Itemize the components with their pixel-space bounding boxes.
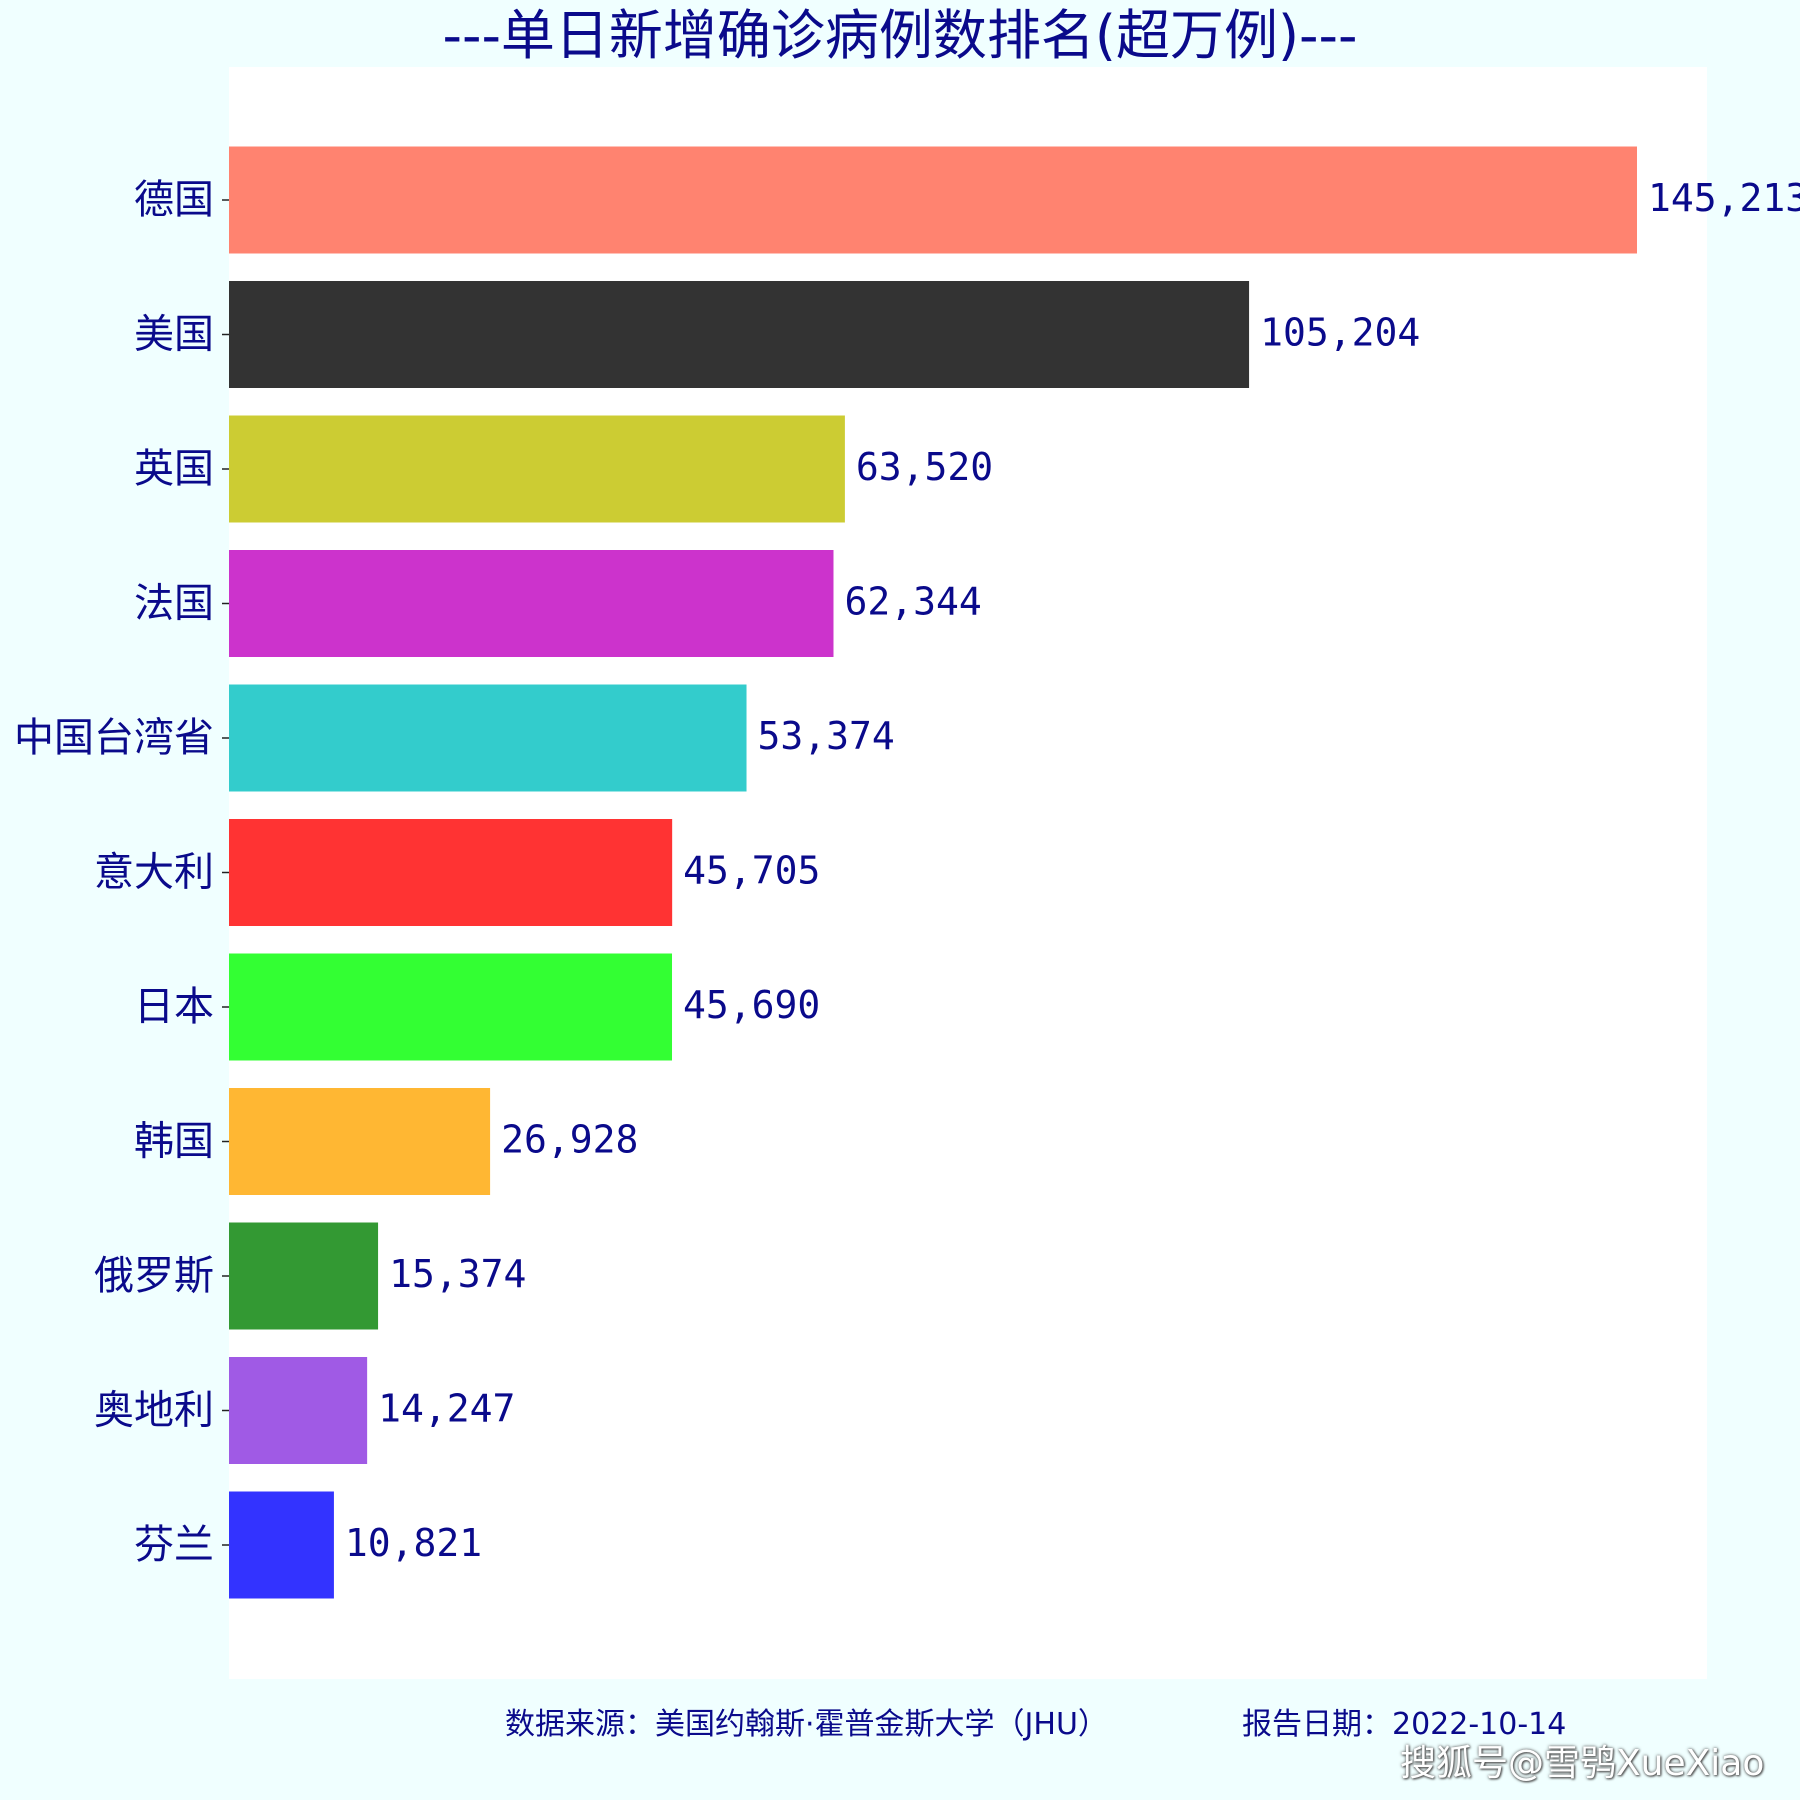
bar-0 (229, 146, 1637, 254)
value-label: 14,247 (378, 1387, 515, 1431)
bar-9 (229, 1357, 368, 1464)
data-source-note: 数据来源：美国约翰斯·霍普金斯大学（JHU） (505, 1707, 1108, 1742)
bars-group (229, 146, 1637, 1599)
category-label: 奥地利 (94, 1388, 214, 1434)
bar-3 (229, 550, 834, 657)
category-label: 美国 (134, 312, 214, 358)
value-label: 45,705 (683, 849, 820, 893)
value-label: 62,344 (844, 580, 981, 624)
bar-4 (229, 684, 747, 792)
category-label: 意大利 (94, 850, 214, 896)
value-label: 15,374 (389, 1252, 526, 1296)
category-label: 法国 (134, 581, 214, 627)
category-label: 俄罗斯 (94, 1253, 214, 1299)
chart-title: ---单日新增确诊病例数排名(超万例)--- (442, 4, 1358, 67)
bar-6 (229, 953, 673, 1061)
value-label: 45,690 (683, 983, 820, 1027)
value-label: 26,928 (501, 1118, 638, 1162)
bar-10 (229, 1491, 334, 1599)
report-date: 报告日期：2022-10-14 (1242, 1707, 1567, 1742)
watermark: 搜狐号@雪鸮XueXiao (1400, 1743, 1765, 1784)
bar-7 (229, 1088, 491, 1195)
value-label: 53,374 (758, 714, 895, 758)
bar-2 (229, 415, 845, 523)
bar-1 (229, 281, 1250, 388)
y-axis-ticks (222, 199, 229, 1546)
category-label: 中国台湾省 (14, 715, 214, 761)
bar-5 (229, 819, 673, 926)
category-label: 英国 (134, 446, 214, 492)
value-label: 63,520 (856, 445, 993, 489)
value-label: 105,204 (1260, 311, 1420, 355)
bar-8 (229, 1222, 379, 1330)
category-label: 芬兰 (134, 1522, 214, 1568)
value-label: 10,821 (345, 1521, 482, 1565)
value-labels: 145,213 105,204 63,520 62,344 53,374 45,705 45… (345, 176, 1800, 1565)
category-label: 韩国 (134, 1119, 214, 1165)
category-label: 德国 (134, 177, 214, 223)
value-label: 145,213 (1648, 176, 1800, 220)
category-label: 日本 (134, 984, 214, 1030)
